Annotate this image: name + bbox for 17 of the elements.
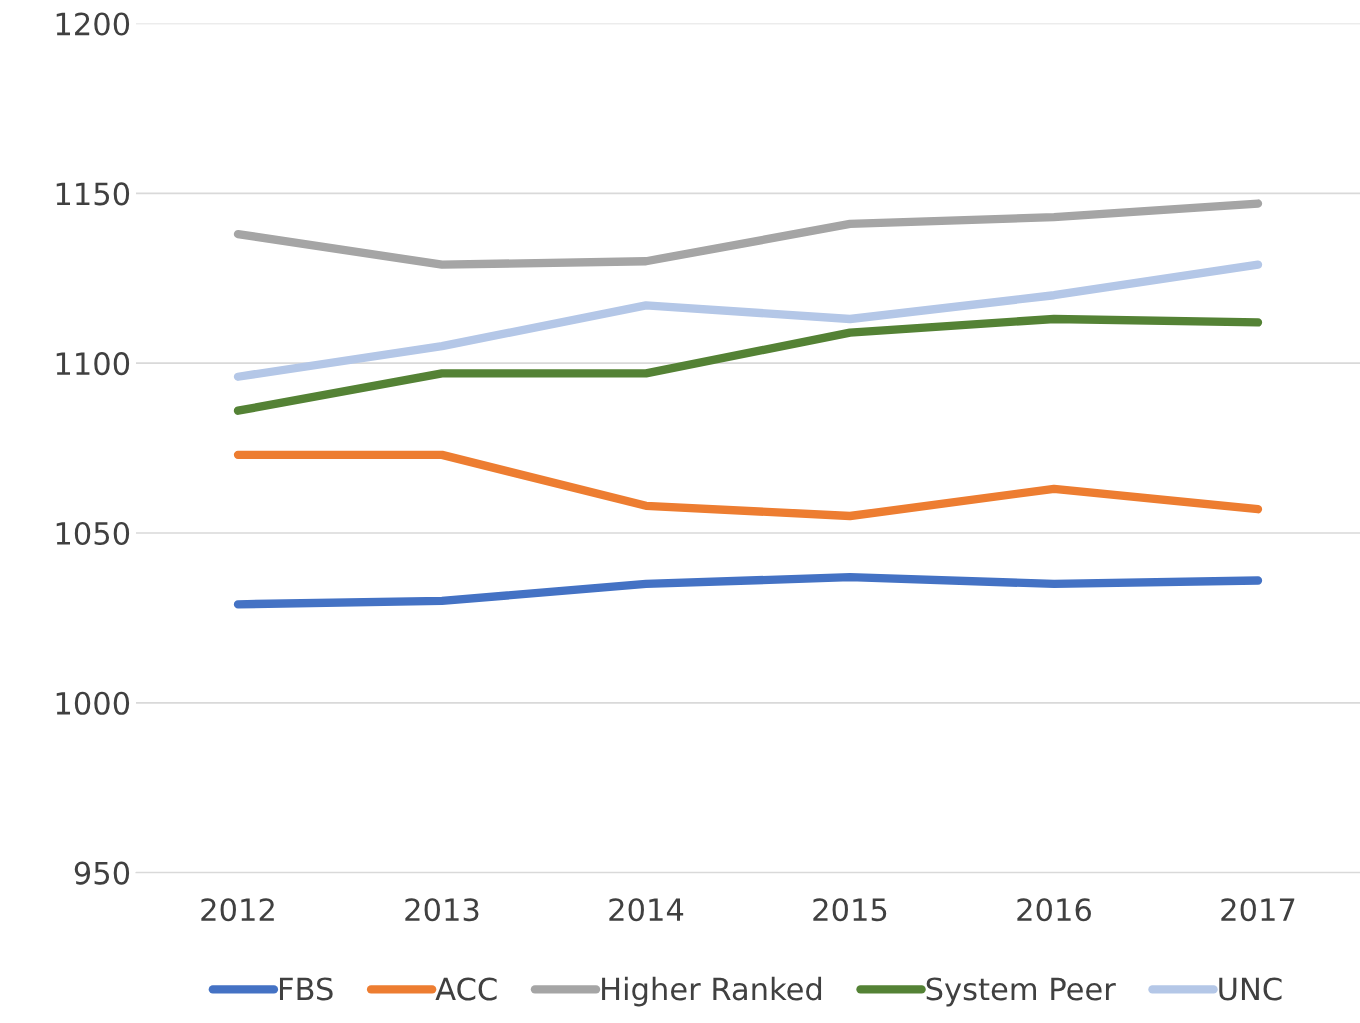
- x-tick-label: 2017: [1221, 898, 1295, 922]
- legend-label: System Peer: [926, 977, 1116, 1007]
- y-tick-label: 1100: [56, 352, 130, 376]
- legend-label: FBS: [279, 977, 333, 1001]
- x-tick-label: 2016: [1017, 898, 1091, 922]
- x-tick-label: 2012: [201, 898, 274, 922]
- x-tick-label: 2015: [813, 898, 887, 922]
- x-tick-label: 2013: [405, 898, 479, 922]
- y-tick-label: 1150: [56, 182, 130, 206]
- y-tick-label: 1200: [56, 12, 130, 36]
- legend-label: UNC: [1219, 977, 1282, 1001]
- y-tick-label: 1000: [56, 691, 130, 715]
- y-tick-label: 950: [74, 861, 130, 885]
- x-tick-label: 2014: [609, 898, 684, 922]
- legend-label: Higher Ranked: [602, 976, 822, 1007]
- legend-label: ACC: [435, 977, 497, 1001]
- y-tick-label: 1050: [56, 521, 130, 546]
